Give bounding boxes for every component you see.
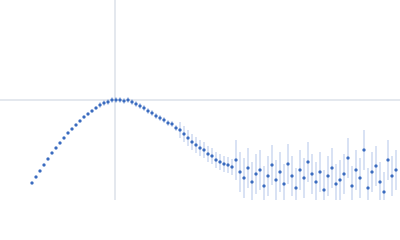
data-point — [286, 162, 290, 166]
data-point — [318, 170, 322, 174]
data-point — [346, 156, 350, 160]
data-point — [74, 123, 78, 127]
data-point — [158, 116, 162, 120]
data-point — [294, 186, 298, 190]
data-point — [130, 100, 134, 104]
data-point — [186, 136, 190, 140]
data-point — [322, 188, 326, 192]
data-point — [298, 168, 302, 172]
data-point — [98, 103, 102, 107]
data-point — [66, 131, 70, 135]
data-point — [34, 175, 38, 179]
data-point — [358, 176, 362, 180]
data-point — [154, 114, 158, 118]
data-point — [362, 148, 366, 152]
data-point — [282, 182, 286, 186]
data-point — [178, 128, 182, 132]
data-point — [122, 99, 126, 103]
data-point — [382, 190, 386, 194]
data-point — [226, 163, 230, 167]
data-point — [78, 119, 82, 123]
data-point — [222, 162, 226, 166]
data-point — [306, 160, 310, 164]
data-point — [102, 101, 106, 105]
data-point — [166, 121, 170, 125]
data-point — [162, 118, 166, 122]
data-point — [62, 136, 66, 140]
data-point — [334, 182, 338, 186]
data-point — [146, 109, 150, 113]
data-point — [302, 176, 306, 180]
data-point — [214, 158, 218, 162]
data-point — [258, 168, 262, 172]
data-point — [110, 98, 114, 102]
data-point — [150, 111, 154, 115]
data-point — [38, 169, 42, 173]
data-point — [82, 115, 86, 119]
data-point — [134, 102, 138, 106]
data-point — [194, 143, 198, 147]
data-point — [190, 140, 194, 144]
data-point — [46, 157, 50, 161]
data-point — [238, 170, 242, 174]
data-point — [170, 122, 174, 126]
data-point — [350, 184, 354, 188]
data-point — [138, 104, 142, 108]
data-point — [30, 181, 34, 185]
data-point — [246, 166, 250, 170]
data-point — [378, 180, 382, 184]
data-point — [354, 168, 358, 172]
data-point — [202, 148, 206, 152]
data-point — [254, 172, 258, 176]
data-point — [250, 180, 254, 184]
data-point — [394, 168, 398, 172]
data-point — [338, 178, 342, 182]
data-point — [386, 158, 390, 162]
data-point — [290, 174, 294, 178]
data-point — [210, 154, 214, 158]
data-point — [118, 98, 122, 102]
data-point — [86, 112, 90, 116]
data-point — [262, 184, 266, 188]
data-point — [142, 106, 146, 110]
data-point — [70, 127, 74, 131]
data-point — [310, 172, 314, 176]
data-point — [42, 163, 46, 167]
data-point — [370, 170, 374, 174]
data-point — [106, 100, 110, 104]
data-point — [90, 109, 94, 113]
data-point — [234, 158, 238, 162]
data-point — [366, 186, 370, 190]
data-point — [330, 166, 334, 170]
chart — [0, 0, 400, 200]
data-point — [182, 132, 186, 136]
data-point — [342, 172, 346, 176]
data-point — [266, 174, 270, 178]
data-point — [174, 126, 178, 130]
data-point — [374, 164, 378, 168]
data-point — [218, 160, 222, 164]
data-point — [58, 141, 62, 145]
data-point — [54, 146, 58, 150]
data-point — [230, 165, 234, 169]
data-point — [126, 98, 130, 102]
data-point — [206, 152, 210, 156]
data-point — [278, 170, 282, 174]
data-point — [274, 178, 278, 182]
data-point — [198, 146, 202, 150]
data-point — [94, 106, 98, 110]
data-point — [242, 176, 246, 180]
data-point — [270, 163, 274, 167]
data-point — [390, 174, 394, 178]
data-point — [50, 151, 54, 155]
data-point — [114, 98, 118, 102]
data-point — [326, 174, 330, 178]
data-point — [314, 180, 318, 184]
